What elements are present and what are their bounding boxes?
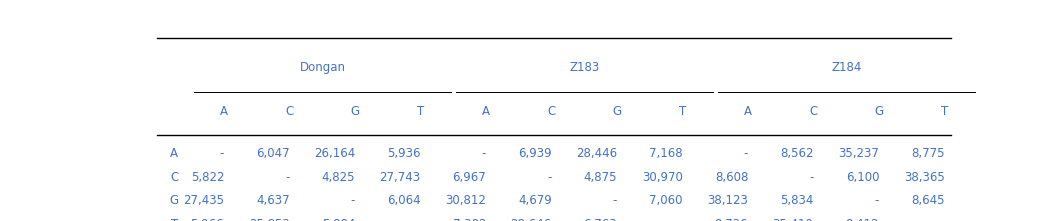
Text: 27,743: 27,743 [379, 171, 420, 184]
Text: 30,812: 30,812 [446, 194, 486, 208]
Text: 38,123: 38,123 [707, 194, 748, 208]
Text: -: - [416, 218, 420, 221]
Text: T: T [679, 105, 686, 118]
Text: 5,884: 5,884 [322, 218, 355, 221]
Text: 38,365: 38,365 [904, 171, 945, 184]
Text: G: G [612, 105, 622, 118]
Text: 7,168: 7,168 [649, 147, 683, 160]
Text: 8,775: 8,775 [911, 147, 945, 160]
Text: C: C [809, 105, 818, 118]
Text: A: A [744, 105, 752, 118]
Text: 8,608: 8,608 [715, 171, 748, 184]
Text: -: - [482, 147, 486, 160]
Text: -: - [613, 194, 617, 208]
Text: 26,164: 26,164 [313, 147, 355, 160]
Text: 30,970: 30,970 [642, 171, 683, 184]
Text: 4,637: 4,637 [256, 194, 290, 208]
Text: 6,047: 6,047 [256, 147, 290, 160]
Text: A: A [482, 105, 490, 118]
Text: 4,679: 4,679 [518, 194, 552, 208]
Text: 7,060: 7,060 [649, 194, 683, 208]
Text: G: G [351, 105, 360, 118]
Text: G: G [169, 194, 179, 208]
Text: T: T [941, 105, 948, 118]
Text: 6,939: 6,939 [518, 147, 552, 160]
Text: 35,237: 35,237 [839, 147, 879, 160]
Text: 7,302: 7,302 [452, 218, 486, 221]
Text: 8,562: 8,562 [780, 147, 813, 160]
Text: G: G [875, 105, 883, 118]
Text: C: C [170, 171, 178, 184]
Text: Z183: Z183 [570, 61, 599, 74]
Text: 5,834: 5,834 [780, 194, 813, 208]
Text: C: C [548, 105, 556, 118]
Text: 6,967: 6,967 [452, 171, 486, 184]
Text: A: A [220, 105, 228, 118]
Text: T: T [417, 105, 425, 118]
Text: T: T [170, 218, 178, 221]
Text: -: - [220, 147, 225, 160]
Text: 5,822: 5,822 [191, 171, 225, 184]
Text: 6,763: 6,763 [584, 218, 617, 221]
Text: 8,412: 8,412 [845, 218, 879, 221]
Text: 35,419: 35,419 [773, 218, 813, 221]
Text: -: - [875, 194, 879, 208]
Text: C: C [286, 105, 293, 118]
Text: 5,936: 5,936 [388, 147, 420, 160]
Text: 4,875: 4,875 [584, 171, 617, 184]
Text: -: - [548, 171, 552, 184]
Text: -: - [940, 218, 945, 221]
Text: 8,736: 8,736 [715, 218, 748, 221]
Text: 28,446: 28,446 [576, 147, 617, 160]
Text: 28,646: 28,646 [510, 218, 552, 221]
Text: 5,966: 5,966 [191, 218, 225, 221]
Text: 6,100: 6,100 [846, 171, 879, 184]
Text: 27,435: 27,435 [183, 194, 225, 208]
Text: Dongan: Dongan [300, 61, 345, 74]
Text: 6,064: 6,064 [388, 194, 420, 208]
Text: -: - [351, 194, 355, 208]
Text: -: - [285, 171, 290, 184]
Text: 4,825: 4,825 [322, 171, 355, 184]
Text: A: A [170, 147, 178, 160]
Text: -: - [679, 218, 683, 221]
Text: 8,645: 8,645 [911, 194, 945, 208]
Text: -: - [743, 147, 748, 160]
Text: 25,853: 25,853 [249, 218, 290, 221]
Text: Z184: Z184 [831, 61, 862, 74]
Text: -: - [809, 171, 813, 184]
